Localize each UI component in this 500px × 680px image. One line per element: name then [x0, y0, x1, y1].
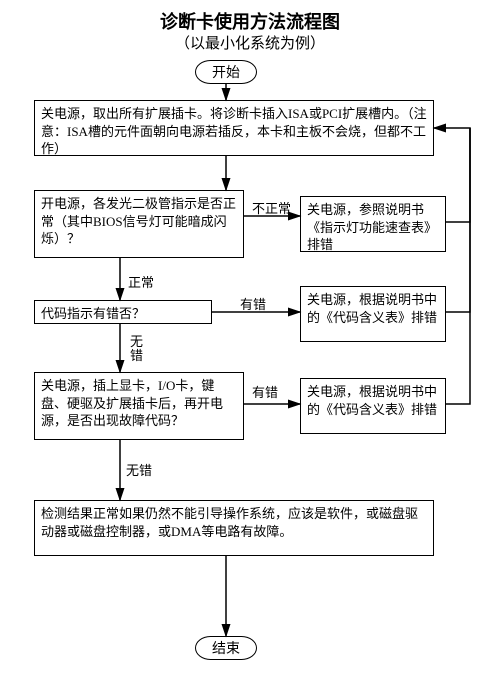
step1-box: 关电源，取出所有扩展插卡。将诊断卡插入ISA或PCI扩展槽内。（注意：ISA槽的…: [34, 100, 434, 156]
label-err-2: 有错: [252, 382, 278, 401]
page-title: 诊断卡使用方法流程图: [0, 8, 500, 34]
terminal-start: 开始: [195, 60, 257, 84]
page-subtitle: （以最小化系统为例）: [0, 32, 500, 53]
label-noerr-1: 无错: [130, 335, 143, 364]
step5-box: 检测结果正常如果仍然不能引导操作系统，应该是软件，或磁盘驱动器或磁盘控制器，或D…: [34, 500, 434, 556]
step2-right-box: 关电源，参照说明书《指示灯功能速查表》排错: [300, 196, 446, 252]
terminal-end-label: 结束: [212, 638, 240, 658]
step3-right-box: 关电源，根据说明书中的《代码含义表》排错: [300, 286, 446, 342]
step4-box: 关电源，插上显卡，I/O卡，键盘、硬驱及扩展插卡后，再开电源，是否出现故障代码？: [34, 372, 244, 440]
step4-right-box: 关电源，根据说明书中的《代码含义表》排错: [300, 378, 446, 434]
label-normal: 正常: [128, 272, 154, 291]
step2-box: 开电源，各发光二极管指示是否正常（其中BIOS信号灯可能暗成闪烁）？: [34, 190, 244, 258]
label-abnormal: 不正常: [252, 198, 291, 217]
step3-box: 代码指示有错否？: [34, 300, 212, 324]
terminal-end: 结束: [195, 636, 257, 660]
terminal-start-label: 开始: [212, 62, 240, 82]
label-err-1: 有错: [240, 294, 266, 313]
label-noerr-2: 无错: [126, 460, 152, 479]
flowchart-canvas: { "title": { "text": "诊断卡使用方法流程图", "font…: [0, 0, 500, 680]
